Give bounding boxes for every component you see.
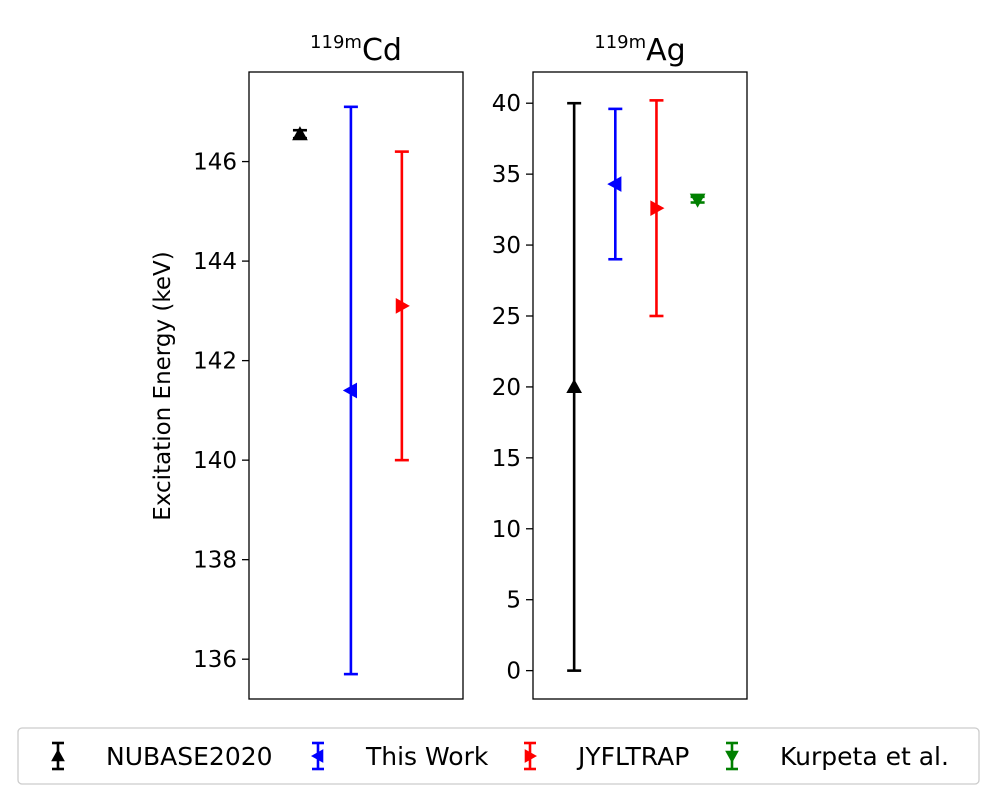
panel-ag-marks	[566, 99, 706, 672]
y-tick-label: 10	[492, 517, 521, 543]
y-axis-label: Excitation Energy (keV)	[150, 251, 176, 520]
legend: NUBASE2020 This Work JYFLTRAP Kurpeta et al…	[17, 727, 980, 785]
data-point	[566, 378, 583, 394]
panel-cd-frame	[248, 71, 464, 700]
legend-item-kurpeta-et-al: Kurpeta et al.	[725, 741, 949, 771]
y-tick-label: 136	[193, 647, 237, 673]
legend-label: Kurpeta et al.	[780, 742, 949, 771]
y-tick-label: 146	[193, 150, 237, 176]
y-tick-label: 144	[193, 249, 237, 275]
data-point	[607, 176, 622, 192]
panel-ag-title-main: Ag	[646, 33, 686, 68]
panel-ag: 119mAg 0 5 10 15 20 25 30 35 40	[492, 32, 748, 700]
errorbar-this-work	[607, 107, 623, 261]
legend-marker	[524, 749, 538, 763]
legend-handle	[725, 741, 739, 771]
legend-handle	[310, 741, 324, 771]
panel-cd-marks	[292, 105, 410, 676]
panel-cd: 119mCd Excitation Energy (keV) 136 138 140…	[150, 32, 464, 700]
panel-cd-title-sup: 119m	[310, 32, 362, 53]
errorbar-this-work	[342, 105, 358, 676]
errorbar-nubase2020	[292, 126, 308, 141]
legend-label: This Work	[365, 742, 489, 771]
panel-ag-title-sup: 119m	[594, 32, 646, 53]
y-tick-label: 142	[193, 349, 237, 375]
legend-label: JYFLTRAP	[576, 742, 689, 771]
y-tick-label: 140	[193, 448, 237, 474]
legend-items: NUBASE2020 This Work JYFLTRAP Kurpeta et al…	[51, 741, 949, 771]
legend-item-this-work: This Work	[310, 741, 489, 771]
y-tick-label: 40	[492, 91, 521, 117]
panel-ag-y-ticks: 0 5 10 15 20 25 30 35 40	[492, 91, 533, 685]
legend-handle	[524, 741, 538, 771]
y-tick-label: 15	[492, 446, 521, 472]
legend-handle	[51, 741, 65, 771]
y-tick-label: 20	[492, 375, 521, 401]
y-tick-label: 35	[492, 162, 521, 188]
legend-marker	[310, 749, 324, 763]
y-tick-label: 138	[193, 548, 237, 574]
errorbar-jyfltrap	[394, 150, 410, 462]
data-point	[689, 193, 706, 208]
panel-ag-title: 119mAg	[594, 32, 685, 68]
data-point	[292, 126, 308, 141]
legend-frame	[17, 727, 980, 785]
data-point	[395, 298, 410, 314]
errorbar-nubase2020	[566, 101, 583, 672]
legend-label: NUBASE2020	[106, 742, 273, 771]
data-point	[650, 200, 665, 217]
panel-ag-frame	[532, 71, 748, 700]
y-tick-label: 25	[492, 304, 521, 330]
legend-marker	[51, 748, 65, 762]
panel-cd-y-ticks: 136 138 140 142 144 146	[193, 150, 249, 673]
y-tick-label: 0	[506, 659, 521, 685]
legend-marker	[725, 750, 739, 764]
panel-cd-title: 119mCd	[310, 32, 402, 68]
y-tick-label: 5	[506, 588, 521, 614]
errorbar-jyfltrap	[649, 99, 665, 318]
data-point	[342, 382, 358, 399]
legend-item-jyfltrap: JYFLTRAP	[524, 741, 689, 771]
y-tick-label: 30	[492, 233, 521, 259]
errorbar-kurpeta-et-al	[689, 193, 706, 208]
panel-cd-title-main: Cd	[362, 33, 402, 68]
legend-item-nubase2020: NUBASE2020	[51, 741, 273, 771]
